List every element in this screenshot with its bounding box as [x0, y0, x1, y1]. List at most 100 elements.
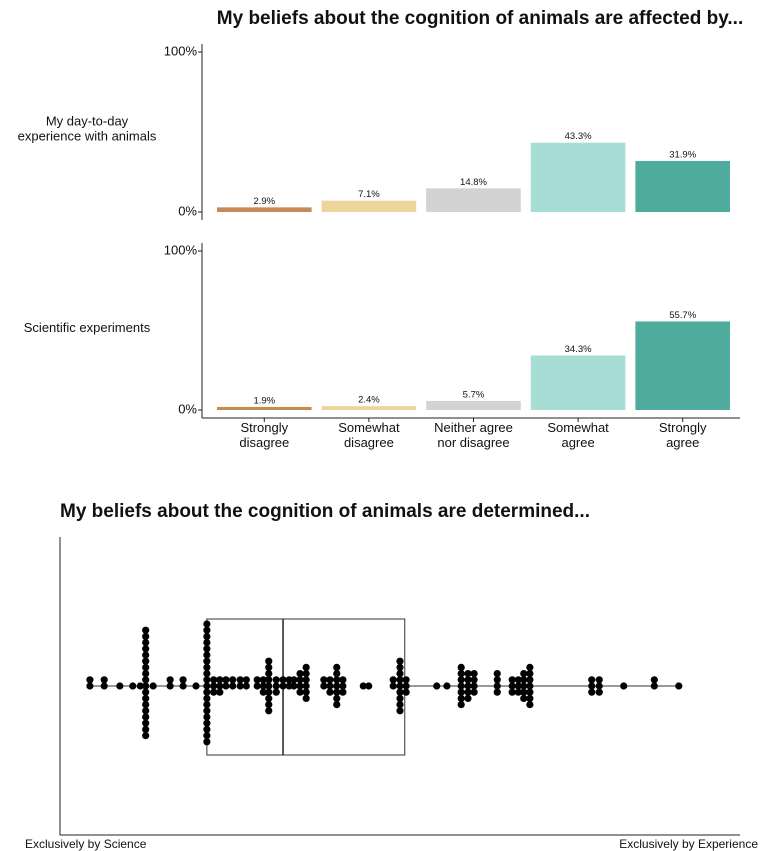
dot	[508, 676, 516, 684]
dot	[457, 701, 465, 709]
dot	[265, 707, 273, 715]
dot	[179, 682, 187, 690]
dot	[142, 663, 150, 672]
dot	[526, 676, 534, 684]
dot	[588, 688, 596, 696]
x-tick-label: Somewhat agree	[547, 420, 609, 450]
x-tick-label: Strongly agree	[659, 420, 707, 450]
dot	[290, 676, 298, 684]
dot	[265, 682, 273, 690]
dot	[333, 682, 341, 690]
dot	[149, 682, 157, 690]
dot	[210, 676, 218, 684]
dot	[302, 670, 310, 678]
dot	[396, 657, 404, 665]
dot	[464, 694, 472, 703]
dot	[203, 632, 211, 641]
dot	[129, 682, 137, 690]
dot	[588, 676, 596, 684]
dot	[326, 688, 334, 696]
dot	[203, 620, 211, 628]
dot	[520, 676, 528, 684]
dot	[296, 682, 304, 690]
dot	[333, 694, 341, 703]
dot	[457, 670, 465, 678]
dot	[326, 682, 334, 690]
dot	[457, 676, 465, 684]
dot	[302, 682, 310, 690]
dot	[464, 688, 472, 696]
dot	[242, 682, 250, 690]
dot	[142, 725, 150, 734]
dot	[290, 682, 298, 690]
dot	[216, 676, 224, 684]
dot	[508, 688, 516, 696]
y-tick-label: 0%	[178, 401, 197, 416]
dot	[259, 688, 267, 696]
dot	[296, 676, 304, 684]
dot	[142, 676, 150, 684]
dot	[265, 670, 273, 678]
dot	[265, 663, 273, 672]
bar	[217, 406, 312, 410]
dot	[210, 682, 218, 690]
dot	[203, 651, 211, 659]
bar	[426, 188, 521, 212]
value-label: 43.3%	[565, 131, 592, 142]
dot	[339, 688, 347, 696]
dot	[320, 676, 328, 684]
dot	[203, 657, 211, 665]
dot	[192, 682, 200, 690]
dot	[457, 663, 465, 672]
dot	[396, 682, 404, 690]
dot	[296, 688, 304, 696]
dot	[203, 663, 211, 672]
dot	[396, 676, 404, 684]
dot	[203, 707, 211, 715]
chart-title: My beliefs about the cognition of animal…	[60, 501, 590, 522]
dot	[166, 676, 174, 684]
dot	[526, 670, 534, 678]
dot	[142, 719, 150, 727]
dot	[222, 676, 230, 684]
dot	[216, 688, 224, 696]
dot	[236, 682, 244, 690]
dot	[166, 682, 174, 690]
dot	[203, 676, 211, 684]
value-label: 2.4%	[358, 395, 380, 406]
dot	[203, 701, 211, 709]
dot	[520, 670, 528, 678]
dot	[470, 688, 478, 696]
dot	[272, 682, 280, 690]
dot	[302, 688, 310, 696]
dot	[203, 738, 211, 746]
dot	[433, 682, 441, 690]
dot	[116, 682, 124, 690]
dot	[100, 682, 108, 690]
dot	[142, 626, 150, 634]
dot	[179, 676, 187, 684]
dot	[142, 670, 150, 678]
dot	[588, 682, 596, 690]
dot	[396, 663, 404, 672]
dot	[216, 682, 224, 690]
dot	[236, 676, 244, 684]
dot	[265, 694, 273, 703]
dot	[142, 645, 150, 653]
dot	[272, 676, 280, 684]
dot	[302, 694, 310, 703]
value-label: 14.8%	[460, 177, 487, 188]
dot	[650, 682, 658, 690]
dot	[259, 682, 267, 690]
value-label: 55.7%	[669, 310, 696, 321]
dot	[620, 682, 628, 690]
bar	[321, 200, 417, 212]
bar	[635, 321, 730, 410]
dot	[470, 676, 478, 684]
bar	[217, 207, 312, 212]
dot	[514, 688, 522, 696]
dot	[253, 682, 261, 690]
dot	[520, 688, 528, 696]
dot	[142, 651, 150, 659]
